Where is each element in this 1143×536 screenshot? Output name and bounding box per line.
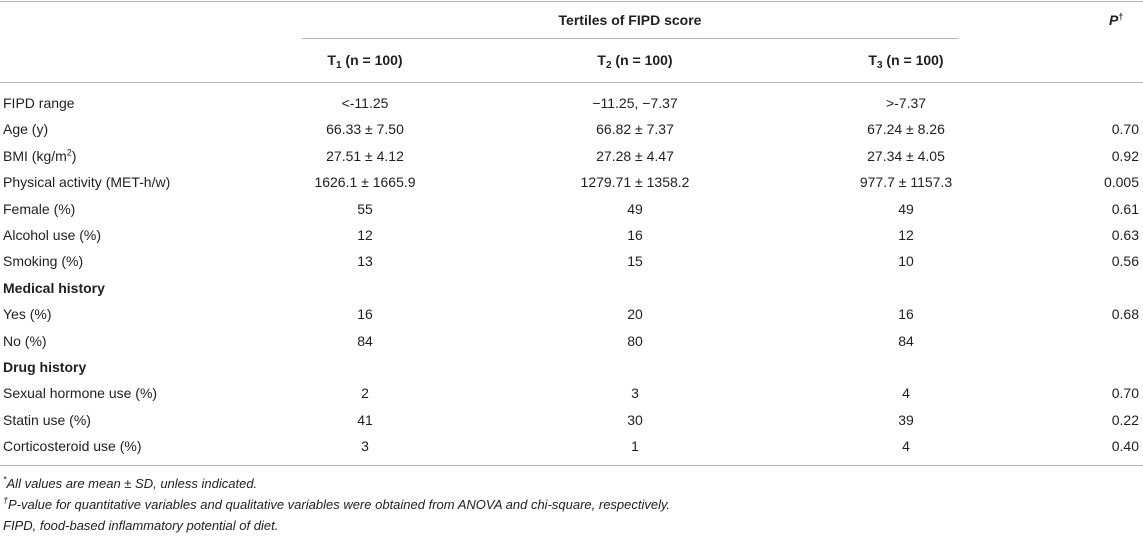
cell-p-value: 0.22 — [1111, 412, 1139, 428]
cell-t2: 27.28 ± 4.47 — [596, 148, 674, 164]
cell-p-value: 0.68 — [1111, 306, 1139, 322]
cell-p-value: 0.70 — [1111, 121, 1139, 137]
top-rule — [0, 1, 1143, 2]
row-label: Female (%) — [3, 201, 76, 217]
cell-t2: −11.25, −7.37 — [592, 95, 678, 111]
cell-t1: 84 — [357, 333, 373, 349]
row-label: Age (y) — [3, 121, 49, 137]
column-header-t1: T1 (n = 100) — [327, 52, 403, 71]
cell-t1: 27.51 ± 4.12 — [326, 148, 404, 164]
cell-p-value: 0.005 — [1103, 174, 1139, 190]
cell-t2: 3 — [631, 385, 639, 401]
column-header-t3: T3 (n = 100) — [868, 52, 944, 71]
cell-p-value: 0.40 — [1111, 438, 1139, 454]
section-heading: Drug history — [3, 359, 87, 375]
cell-t3: >-7.37 — [885, 95, 927, 111]
cell-t2: 49 — [627, 201, 643, 217]
section-heading: Medical history — [3, 280, 105, 296]
cell-t2: 15 — [627, 253, 643, 269]
cell-t2: 1279.71 ± 1358.2 — [580, 174, 690, 190]
cell-t3: 4 — [902, 385, 910, 401]
row-label: Statin use (%) — [3, 412, 91, 428]
cell-t2: 20 — [627, 306, 643, 322]
footnote-3: FIPD, food-based inflammatory potential … — [3, 518, 279, 533]
row-label: Sexual hormone use (%) — [3, 385, 158, 401]
cell-t2: 1 — [631, 438, 639, 454]
cell-t3: 10 — [898, 253, 914, 269]
cell-t3: 67.24 ± 8.26 — [867, 121, 945, 137]
cell-t1: 3 — [361, 438, 369, 454]
tertiles-underline — [302, 38, 958, 39]
tertiles-header: Tertiles of FIPD score — [558, 12, 702, 28]
column-header-t2-n: (n = 100) — [611, 52, 673, 68]
cell-t2: 80 — [627, 333, 643, 349]
cell-t2: 66.82 ± 7.37 — [596, 121, 674, 137]
footnote-2: †P-value for quantitative variables and … — [3, 495, 671, 512]
cell-t3: 977.7 ± 1157.3 — [859, 174, 953, 190]
cell-p-value: 0.63 — [1111, 227, 1139, 243]
footnote-1: *All values are mean ± SD, unless indica… — [3, 474, 258, 491]
header-bottom-rule — [0, 82, 1143, 83]
cell-t1: <-11.25 — [341, 95, 389, 111]
cell-t1: 12 — [357, 227, 373, 243]
body-bottom-rule — [0, 465, 1143, 466]
cell-t1: 1626.1 ± 1665.9 — [314, 174, 416, 190]
row-label: No (%) — [3, 333, 47, 349]
p-value-header: P† — [1109, 11, 1124, 28]
cell-t3: 16 — [898, 306, 914, 322]
cell-t1: 55 — [357, 201, 373, 217]
column-header-t1-n: (n = 100) — [341, 52, 403, 68]
cell-t1: 2 — [361, 385, 369, 401]
column-header-t3-n: (n = 100) — [882, 52, 944, 68]
row-label: FIPD range — [3, 95, 75, 111]
row-label: BMI (kg/m2) — [3, 147, 77, 164]
cell-t1: 16 — [357, 306, 373, 322]
row-label: Smoking (%) — [3, 253, 84, 269]
row-label: Corticosteroid use (%) — [3, 438, 142, 454]
cell-t1: 66.33 ± 7.50 — [326, 121, 404, 137]
cell-t3: 12 — [898, 227, 914, 243]
cell-t3: 84 — [898, 333, 914, 349]
row-label: Physical activity (MET-h/w) — [3, 174, 171, 190]
cell-t2: 16 — [627, 227, 643, 243]
column-header-t2: T2 (n = 100) — [597, 52, 673, 71]
cell-t1: 41 — [357, 412, 373, 428]
cell-p-value: 0.61 — [1111, 201, 1139, 217]
row-label: Yes (%) — [3, 306, 52, 322]
cell-p-value: 0.56 — [1111, 253, 1139, 269]
cell-t1: 13 — [357, 253, 373, 269]
cell-p-value: 0.70 — [1111, 385, 1139, 401]
cell-p-value: 0.92 — [1111, 148, 1139, 164]
cell-t3: 49 — [898, 201, 914, 217]
cell-t3: 39 — [898, 412, 914, 428]
cell-t3: 27.34 ± 4.05 — [867, 148, 945, 164]
cell-t2: 30 — [627, 412, 643, 428]
row-label: Alcohol use (%) — [3, 227, 102, 243]
cell-t3: 4 — [902, 438, 910, 454]
